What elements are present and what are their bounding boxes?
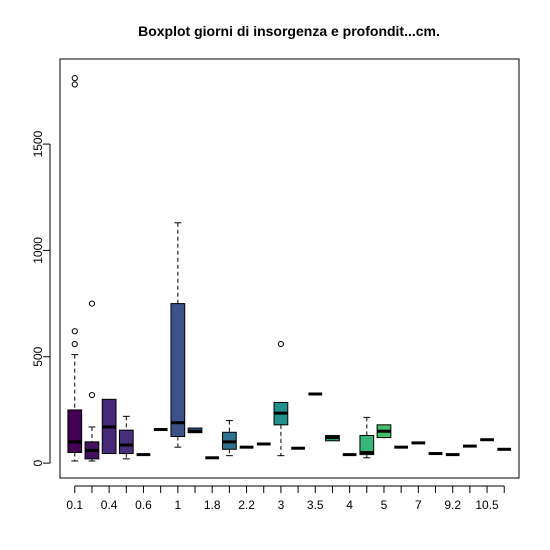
x-tick-label: 1 <box>174 498 181 512</box>
box-1.5 <box>187 427 203 434</box>
chart-title: Boxplot giorni di insorgenza e profondit… <box>138 23 440 39</box>
box-0.5 <box>118 415 134 460</box>
box-0.2 <box>84 300 100 462</box>
box-iqr <box>359 434 375 456</box>
outlier-point <box>71 328 78 335</box>
y-axis: 0 500 1000 1500 <box>31 130 51 466</box>
x-tick-label: 0.4 <box>101 498 118 512</box>
box-0.4 <box>101 398 117 455</box>
outlier-point <box>88 300 96 307</box>
box-iqr <box>67 409 83 453</box>
x-tick-label: 0.6 <box>135 498 152 512</box>
x-tick-label: 7 <box>415 498 422 512</box>
box-0.1 <box>67 75 83 462</box>
outlier-point <box>71 340 78 348</box>
x-tick-label: 2.2 <box>238 498 255 512</box>
box-iqr <box>118 429 134 455</box>
x-tick-label: 10.5 <box>475 498 499 512</box>
y-tick-label: 1000 <box>31 237 45 264</box>
x-tick-label: 3 <box>278 498 285 512</box>
x-tick-label: 4 <box>346 498 353 512</box>
plot-frame <box>59 58 520 479</box>
box-3 <box>273 340 289 457</box>
box-2 <box>222 420 237 457</box>
x-tick-label: 5 <box>381 498 388 512</box>
y-tick-label: 0 <box>31 459 45 466</box>
x-tick-label: 3.5 <box>307 498 324 512</box>
y-tick-label: 500 <box>31 346 45 366</box>
box-3.8 <box>325 434 340 442</box>
x-tick-label: 1.8 <box>204 498 221 512</box>
x-tick-label: 0.1 <box>66 498 83 512</box>
box-1 <box>170 222 186 448</box>
y-tick-label: 1500 <box>31 130 45 157</box>
box-4.5 <box>359 416 375 459</box>
box-series <box>67 75 512 462</box>
box-iqr <box>170 303 186 438</box>
outlier-point <box>71 81 78 88</box>
x-axis: 0.1 0.4 0.6 1 1.8 2.2 3 3.5 4 5 7 9.2 10.5 <box>66 485 505 512</box>
box-5 <box>376 424 392 439</box>
outlier-point <box>71 75 78 82</box>
x-tick-label: 9.2 <box>444 498 461 512</box>
outlier-point <box>88 391 96 399</box>
outlier-point <box>277 340 285 348</box>
